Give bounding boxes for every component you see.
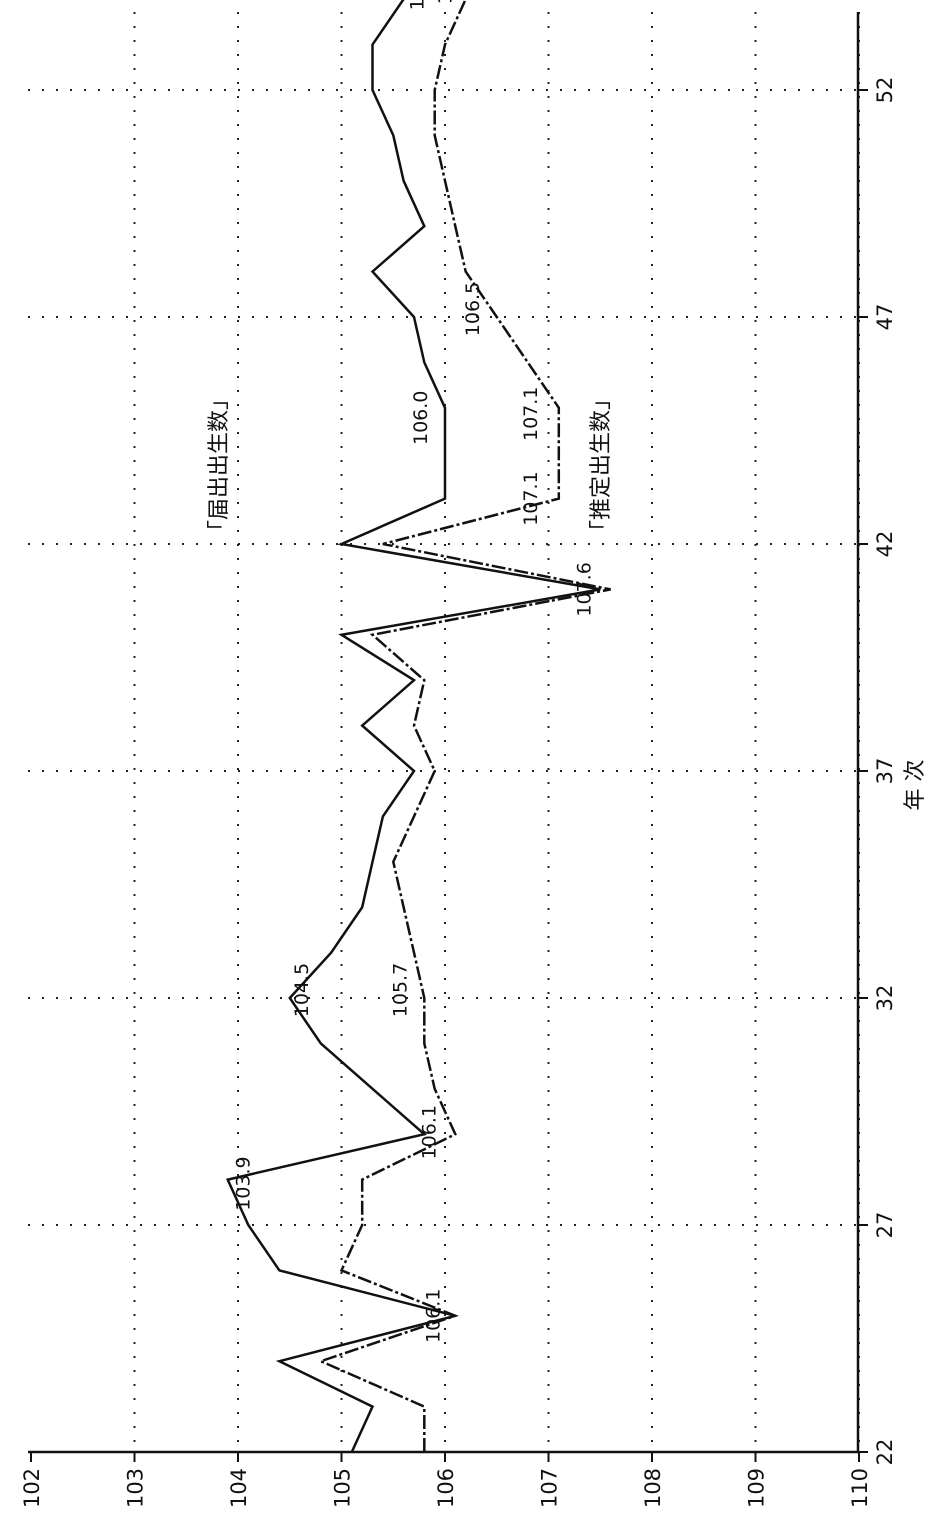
value-tick-label: 104 <box>227 1468 251 1508</box>
x-axis-title: 年 次 <box>903 760 928 811</box>
data-labels: 106.2 105.6 106.5 107.1 107.1 106.0 107.6 105.7… <box>233 0 596 1343</box>
value-tick-label: 105 <box>331 1468 355 1508</box>
data-label: 105.6 <box>407 0 429 10</box>
data-label: 106.0 <box>410 391 432 445</box>
series-label-suitei: 「推定出生数」 <box>589 388 614 542</box>
series <box>225 0 611 1453</box>
year-tick-label: 52 <box>873 77 897 104</box>
data-label: 107.6 <box>574 562 596 616</box>
y-tick-labels: 102 103 104 105 106 107 108 109 110 <box>20 1452 872 1508</box>
value-tick-label: 110 <box>848 1468 872 1508</box>
year-tick-label: 22 <box>873 1439 897 1466</box>
data-label: 106.2 <box>435 0 457 4</box>
data-label: 103.9 <box>233 1156 255 1210</box>
value-tick-label: 103 <box>124 1468 148 1508</box>
data-label: 106.1 <box>422 1289 444 1343</box>
year-tick-label: 42 <box>873 531 897 558</box>
data-label: 106.5 <box>462 282 484 336</box>
data-label: 107.1 <box>520 387 542 441</box>
axes <box>28 12 860 1454</box>
value-tick-label: 102 <box>20 1468 44 1508</box>
year-tick-label: 37 <box>873 758 897 785</box>
data-label: 107.1 <box>520 471 542 525</box>
value-tick-label: 107 <box>538 1468 562 1508</box>
series-line-todokede <box>317 0 611 1452</box>
series-labels: 「届出出生数」 「推定出生数」 <box>207 388 614 542</box>
value-tick-label: 109 <box>745 1468 769 1508</box>
grid <box>28 12 860 1452</box>
year-tick-label: 27 <box>873 1212 897 1239</box>
data-label: 104.5 <box>291 963 313 1017</box>
year-tick-label: 32 <box>873 985 897 1012</box>
value-tick-label: 108 <box>641 1468 665 1508</box>
data-label: 105.7 <box>389 963 411 1017</box>
series-line-suitei <box>225 0 601 1453</box>
x-tick-labels: 22 27 32 37 42 47 52 <box>858 77 897 1466</box>
series-label-todokede: 「届出出生数」 <box>207 388 232 542</box>
year-tick-label: 47 <box>873 304 897 331</box>
value-tick-label: 106 <box>434 1468 458 1508</box>
data-label: 106.1 <box>418 1105 440 1159</box>
